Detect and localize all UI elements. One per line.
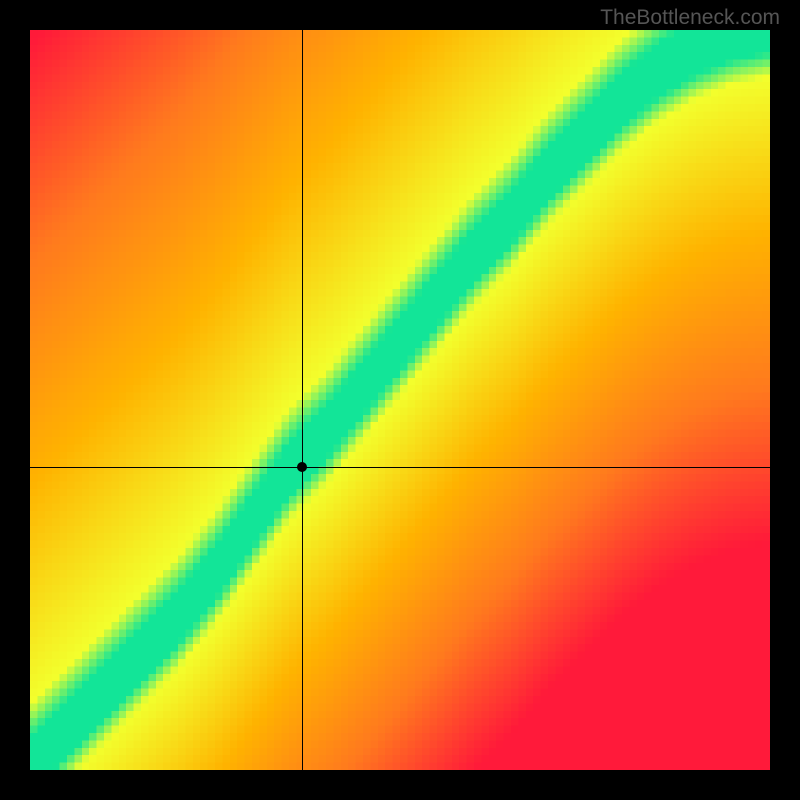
plot-area [30, 30, 770, 770]
crosshair-horizontal [30, 467, 770, 468]
bottleneck-heatmap [30, 30, 770, 770]
crosshair-dot [297, 462, 307, 472]
crosshair-vertical [302, 30, 303, 770]
watermark-text: TheBottleneck.com [600, 6, 780, 30]
